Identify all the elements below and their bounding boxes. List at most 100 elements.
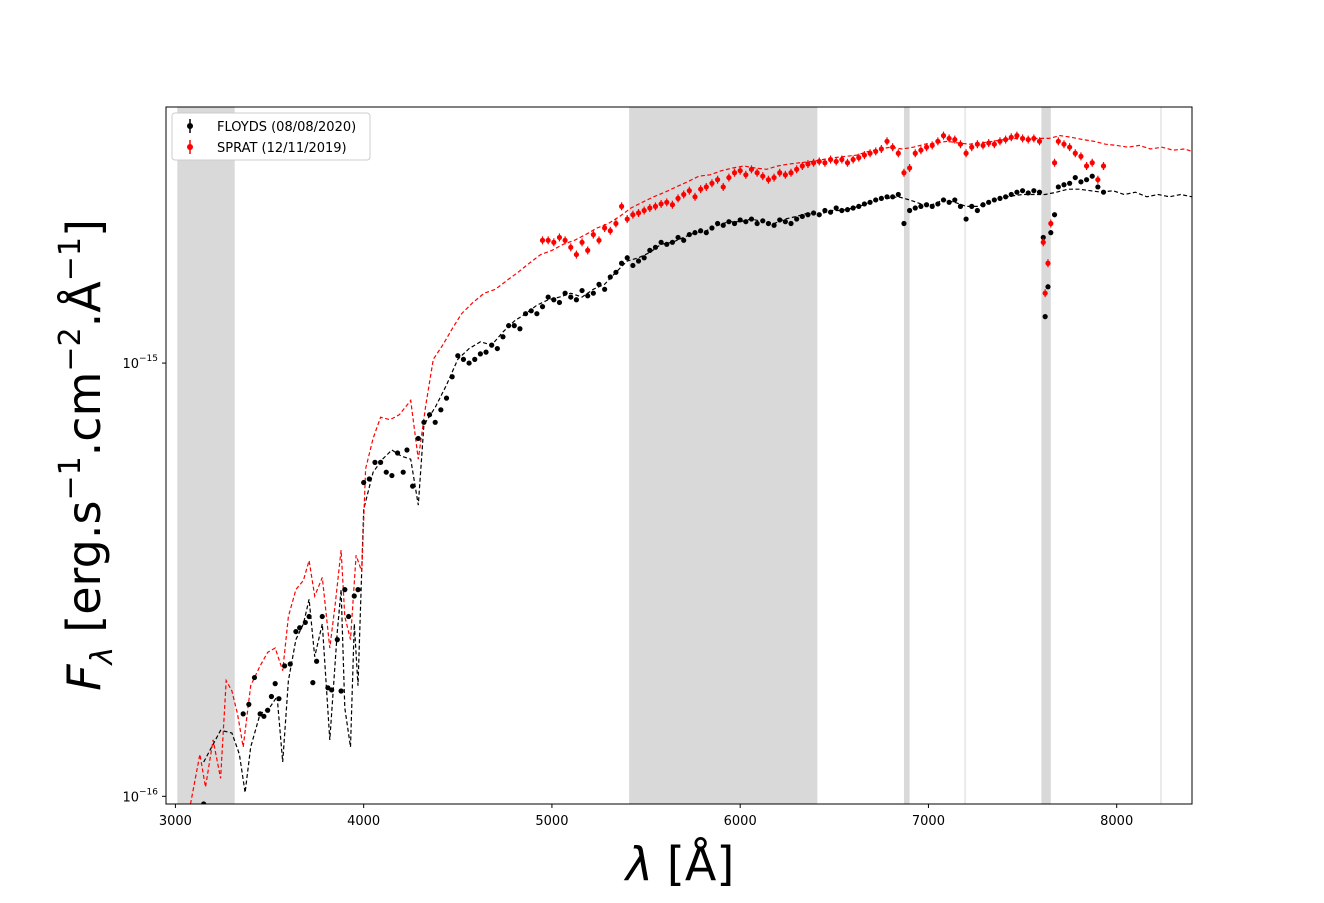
data-point xyxy=(703,230,709,236)
y-tick-label: 10−15 xyxy=(122,354,158,372)
data-point xyxy=(1095,175,1101,184)
data-point xyxy=(782,170,788,179)
data-point xyxy=(890,143,896,152)
data-point xyxy=(969,143,975,152)
data-point xyxy=(844,207,851,213)
data-point xyxy=(890,194,896,200)
data-point xyxy=(455,353,461,359)
data-point xyxy=(856,203,862,209)
data-point xyxy=(765,175,772,184)
data-point xyxy=(607,274,613,280)
data-point xyxy=(669,239,676,245)
data-point xyxy=(873,147,879,156)
data-point xyxy=(974,207,980,214)
data-point xyxy=(726,219,732,225)
data-point xyxy=(861,151,868,160)
x-tick-label: 8000 xyxy=(1100,814,1133,829)
data-point xyxy=(986,139,992,148)
data-point xyxy=(276,696,282,702)
data-point xyxy=(302,619,308,626)
data-point xyxy=(748,216,755,222)
data-point xyxy=(686,231,692,238)
data-point xyxy=(850,205,856,211)
data-point xyxy=(1072,174,1078,181)
data-point xyxy=(754,220,760,227)
data-point xyxy=(551,238,557,247)
data-point xyxy=(556,233,563,242)
data-point xyxy=(794,165,800,174)
data-point xyxy=(664,198,670,207)
data-point xyxy=(822,158,828,167)
data-point xyxy=(443,395,450,401)
data-point xyxy=(957,140,964,149)
data-point xyxy=(383,469,389,475)
data-point xyxy=(771,173,777,182)
y-axis-title: Fλ[erg.s−1.cm−2.Å−1] xyxy=(53,219,120,691)
data-point xyxy=(579,238,585,247)
plot-frame xyxy=(165,106,1193,805)
data-point xyxy=(805,212,811,218)
data-point xyxy=(816,212,822,218)
data-point xyxy=(918,203,924,209)
data-point xyxy=(568,243,574,252)
data-point xyxy=(895,149,901,158)
data-points xyxy=(201,131,1107,804)
data-point xyxy=(568,294,574,300)
data-point xyxy=(310,680,316,686)
data-point xyxy=(1003,135,1009,144)
data-point xyxy=(969,203,975,209)
data-point xyxy=(827,209,834,215)
data-point xyxy=(1095,184,1101,190)
data-point xyxy=(624,215,630,224)
data-point xyxy=(562,236,568,245)
data-point xyxy=(590,290,596,296)
data-point xyxy=(686,186,692,195)
data-point xyxy=(873,197,879,203)
data-point xyxy=(1089,173,1095,179)
data-point xyxy=(777,168,783,177)
data-point xyxy=(664,241,670,247)
data-point xyxy=(794,216,800,222)
legend: FLOYDS (08/08/2020) SPRAT (12/11/2019) xyxy=(171,112,371,161)
data-point xyxy=(268,693,275,700)
data-point xyxy=(703,182,709,191)
data-point xyxy=(466,360,472,366)
data-point xyxy=(957,203,964,209)
data-point xyxy=(361,479,367,486)
data-point xyxy=(272,681,278,687)
data-point xyxy=(946,134,952,143)
data-point xyxy=(850,155,856,164)
data-point xyxy=(895,191,901,198)
data-point xyxy=(1045,284,1051,290)
data-point xyxy=(421,419,427,425)
data-point xyxy=(251,674,258,681)
data-point xyxy=(714,220,721,227)
data-point xyxy=(748,165,755,174)
y-tick-label: 10−16 xyxy=(122,787,158,805)
x-axis-title: λ [Å] xyxy=(623,837,735,891)
data-point xyxy=(641,206,647,215)
x-axis-ticks: 3000 4000 5000 6000 7000 8000 xyxy=(159,804,1133,829)
data-point xyxy=(415,435,421,442)
data-point xyxy=(923,202,930,208)
data-point xyxy=(1042,289,1048,298)
data-point xyxy=(293,628,299,635)
y-axis-ticks: 10−16 10−15 xyxy=(122,354,166,805)
data-point xyxy=(952,197,958,203)
data-point xyxy=(438,407,444,413)
data-point xyxy=(511,323,517,329)
data-point xyxy=(355,587,361,593)
data-point xyxy=(878,195,884,201)
data-point xyxy=(201,801,207,804)
data-point xyxy=(816,157,822,166)
data-point xyxy=(1089,158,1095,167)
data-point xyxy=(528,308,534,314)
data-point xyxy=(287,661,293,667)
data-point xyxy=(1067,180,1073,186)
data-point xyxy=(329,687,335,693)
data-point xyxy=(805,160,811,169)
data-point xyxy=(681,237,687,243)
data-point xyxy=(573,250,580,259)
data-point xyxy=(432,419,438,425)
